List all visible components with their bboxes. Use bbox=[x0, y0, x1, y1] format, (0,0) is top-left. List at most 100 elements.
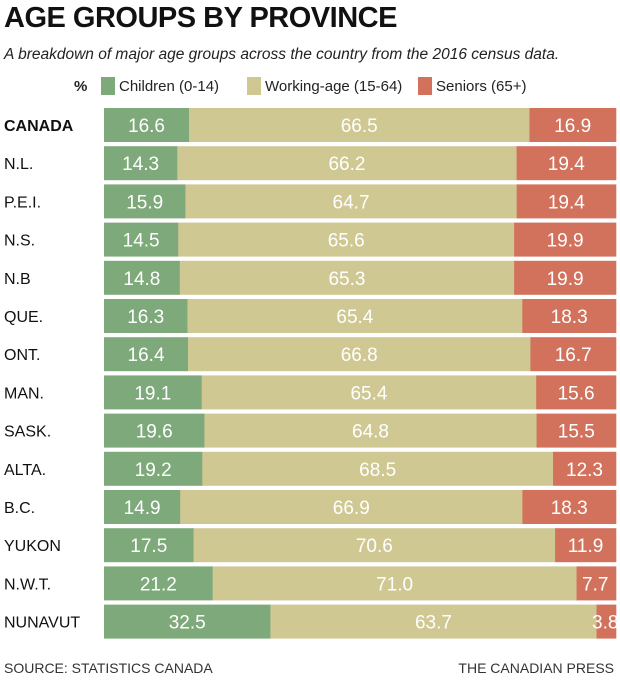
data-label-seniors: 3.8 bbox=[592, 613, 618, 634]
data-label-children: 17.5 bbox=[130, 536, 167, 557]
data-label-seniors: 7.7 bbox=[582, 574, 608, 595]
bar-segment-children bbox=[104, 413, 205, 448]
data-label-working-age: 66.2 bbox=[328, 154, 365, 175]
bar-segment-children bbox=[104, 375, 202, 410]
data-label-children: 32.5 bbox=[169, 613, 206, 634]
data-label-children: 14.5 bbox=[123, 231, 160, 252]
category-label: YUKON bbox=[4, 538, 61, 555]
data-label-children: 16.4 bbox=[128, 345, 165, 366]
legend: % Children (0-14) Working-age (15-64) Se… bbox=[0, 77, 620, 99]
bar-row-n-s: N.S. 14.5 65.6 19.9 bbox=[4, 222, 617, 257]
bar-row-b-c: B.C. 14.9 66.9 18.3 bbox=[4, 490, 617, 524]
bar-row-n-b: N.B 14.8 65.3 19.9 bbox=[4, 260, 617, 295]
bar-row-canada: CANADA 16.6 66.5 16.9 bbox=[4, 108, 617, 142]
data-label-seniors: 18.3 bbox=[551, 498, 588, 519]
bar-row-n-w-t: N.W.T. 21.2 71.0 7.7 bbox=[4, 566, 617, 601]
bar-segment-seniors bbox=[514, 260, 617, 295]
data-label-working-age: 71.0 bbox=[376, 574, 413, 595]
bar-segment-children bbox=[104, 490, 181, 524]
bar-row-que: QUE. 16.3 65.4 18.3 bbox=[4, 299, 617, 333]
data-label-working-age: 68.5 bbox=[359, 460, 396, 481]
legend-swatch-children bbox=[101, 77, 115, 95]
category-label: ONT. bbox=[4, 347, 40, 364]
bar-segment-children bbox=[104, 299, 188, 333]
data-label-children: 19.1 bbox=[134, 383, 171, 404]
data-label-working-age: 65.4 bbox=[336, 307, 373, 328]
bar-segment-children bbox=[104, 184, 186, 219]
bar-segment-working-age bbox=[178, 222, 515, 257]
data-label-seniors: 15.5 bbox=[558, 422, 595, 443]
legend-swatch-seniors bbox=[418, 77, 432, 95]
data-label-working-age: 70.6 bbox=[356, 536, 393, 557]
data-label-seniors: 11.9 bbox=[568, 536, 604, 557]
data-label-children: 14.9 bbox=[124, 498, 161, 519]
category-label: ALTA. bbox=[4, 462, 46, 479]
bar-row-ont: ONT. 16.4 66.8 16.7 bbox=[4, 337, 617, 372]
bar-segment-working-age bbox=[179, 260, 515, 295]
bar-row-p-e-i: P.E.I. 15.9 64.7 19.4 bbox=[4, 184, 617, 219]
category-label: N.W.T. bbox=[4, 576, 51, 593]
data-label-seniors: 19.9 bbox=[547, 231, 584, 252]
bar-segment-seniors bbox=[514, 222, 617, 257]
bar-segment-working-age bbox=[202, 451, 554, 486]
bar-segment-working-age bbox=[177, 146, 517, 181]
bar-segment-children bbox=[104, 566, 213, 601]
data-label-seniors: 16.9 bbox=[554, 116, 591, 137]
bar-segment-working-age bbox=[201, 375, 537, 410]
bar-segment-seniors bbox=[516, 146, 617, 181]
bar-row-nunavut: NUNAVUT 32.5 63.7 3.8 bbox=[4, 604, 618, 639]
data-label-seniors: 18.3 bbox=[551, 307, 588, 328]
bar-segment-working-age bbox=[212, 566, 577, 601]
legend-unit: % bbox=[74, 78, 88, 95]
data-label-seniors: 16.7 bbox=[555, 345, 592, 366]
bar-segment-working-age bbox=[185, 184, 517, 219]
bar-row-man: MAN. 19.1 65.4 15.6 bbox=[4, 375, 617, 410]
bar-segment-children bbox=[104, 528, 194, 563]
category-label: N.S. bbox=[4, 233, 35, 250]
bar-segment-children bbox=[104, 108, 190, 142]
category-label: N.L. bbox=[4, 156, 33, 173]
bar-segment-working-age bbox=[188, 108, 530, 142]
bar-segment-seniors bbox=[530, 337, 617, 372]
bar-segment-seniors bbox=[529, 108, 617, 142]
category-label: B.C. bbox=[4, 500, 35, 517]
bar-segment-seniors bbox=[576, 566, 617, 601]
legend-swatch-working-age bbox=[247, 77, 261, 95]
data-label-working-age: 66.9 bbox=[333, 498, 370, 519]
legend-item-working-age: Working-age (15-64) bbox=[247, 77, 402, 95]
data-label-working-age: 66.8 bbox=[341, 345, 378, 366]
data-label-children: 16.3 bbox=[127, 307, 164, 328]
legend-item-children: Children (0-14) bbox=[101, 77, 219, 95]
data-label-working-age: 63.7 bbox=[415, 613, 452, 634]
data-label-working-age: 65.3 bbox=[328, 269, 365, 290]
category-label: QUE. bbox=[4, 309, 43, 326]
bar-segment-seniors bbox=[522, 299, 617, 333]
category-label: CANADA bbox=[4, 118, 74, 135]
bar-segment-working-age bbox=[270, 604, 597, 639]
data-label-working-age: 64.7 bbox=[333, 192, 370, 213]
category-label: SASK. bbox=[4, 424, 51, 441]
data-label-seniors: 19.4 bbox=[548, 192, 585, 213]
bar-segment-children bbox=[104, 146, 178, 181]
legend-label-children: Children (0-14) bbox=[119, 77, 220, 95]
bar-segment-seniors bbox=[596, 604, 617, 639]
chart-title: AGE GROUPS BY PROVINCE bbox=[4, 2, 397, 34]
data-label-working-age: 65.4 bbox=[350, 383, 387, 404]
bar-segment-seniors bbox=[555, 528, 617, 563]
category-label: P.E.I. bbox=[4, 194, 41, 211]
data-label-children: 14.3 bbox=[122, 154, 159, 175]
bar-segment-seniors bbox=[536, 413, 617, 448]
data-label-seniors: 15.6 bbox=[558, 383, 595, 404]
source-note: SOURCE: STATISTICS CANADA bbox=[4, 660, 213, 676]
category-label: MAN. bbox=[4, 385, 44, 402]
chart-subtitle: A breakdown of major age groups across t… bbox=[4, 46, 560, 63]
bar-segment-seniors bbox=[516, 184, 617, 219]
bar-segment-children bbox=[104, 260, 181, 295]
data-label-children: 16.6 bbox=[128, 116, 165, 137]
bar-segment-children bbox=[104, 337, 189, 372]
data-label-children: 14.8 bbox=[123, 269, 160, 290]
bar-segment-children bbox=[104, 604, 271, 639]
bar-segment-working-age bbox=[204, 413, 537, 448]
data-label-children: 19.6 bbox=[136, 422, 173, 443]
